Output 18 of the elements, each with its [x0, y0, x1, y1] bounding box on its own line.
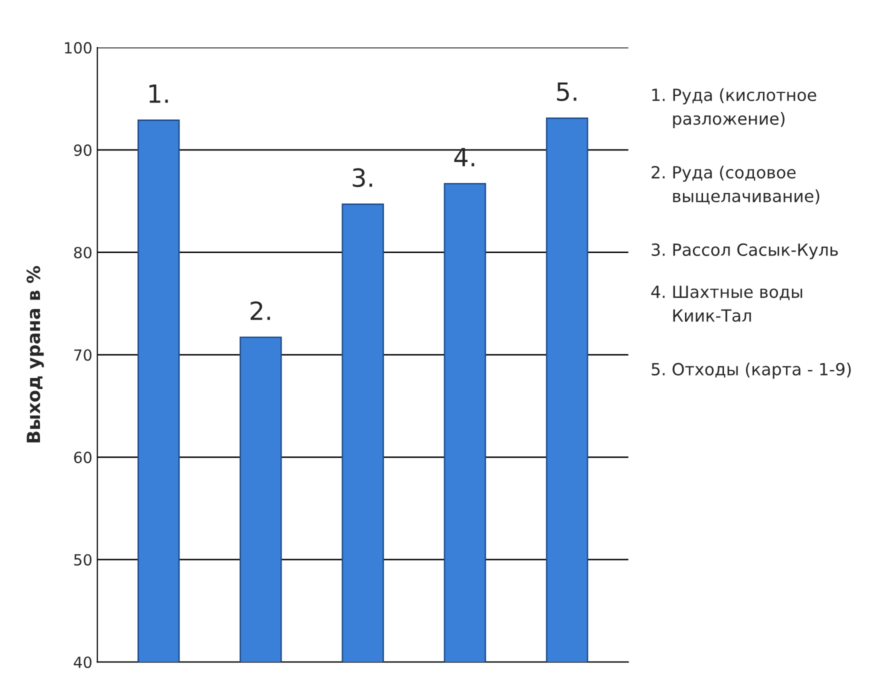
y-tick-label: 40 [74, 656, 92, 668]
text: 3. Рассол Сасык-Куль [652, 243, 838, 260]
x-tick-label: 5. [557, 82, 576, 102]
text: 4. Шахтные воды Киик-Тал [651, 286, 802, 322]
y-tick-label: 80 [74, 246, 92, 258]
y-axis-title: Выход урана в % [26, 266, 44, 442]
x-tick-label: 4. [454, 148, 474, 166]
text: 5. Отходы (карта - 1-9) [652, 362, 851, 379]
y-tick-label: 70 [74, 349, 92, 361]
text: 2. Руда (содовое выщелачивание) [652, 166, 820, 204]
y-tick-label: 100 [65, 42, 92, 54]
y-tick-label: 60 [74, 452, 92, 464]
x-tick-label: 2. [250, 301, 270, 320]
x-tick-label: 3. [352, 168, 372, 188]
y-tick-label: 90 [74, 144, 92, 156]
x-tick-label: 1. [149, 84, 168, 103]
y-tick-label: 50 [74, 554, 92, 566]
text: 1. Руда (кислотное разложение) [652, 88, 816, 128]
